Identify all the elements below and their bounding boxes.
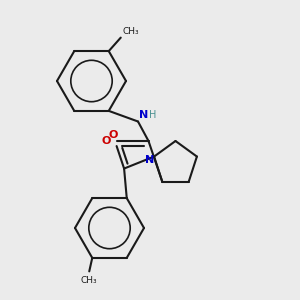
Text: N: N	[145, 154, 154, 164]
Text: CH₃: CH₃	[122, 27, 139, 36]
Text: O: O	[101, 136, 110, 146]
Text: O: O	[109, 130, 118, 140]
Text: H: H	[149, 110, 157, 120]
Text: N: N	[140, 110, 149, 120]
Text: CH₃: CH₃	[81, 276, 98, 285]
